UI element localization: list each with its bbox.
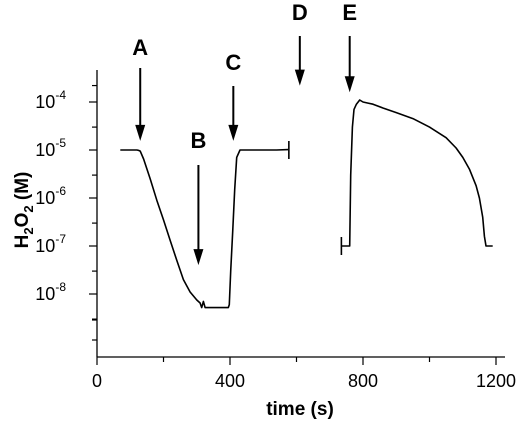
y-tick-label: 10-5 bbox=[35, 136, 66, 160]
event-annotations: A B C D E bbox=[132, 0, 357, 266]
series-1-line bbox=[120, 148, 289, 309]
y-axis-title-o: O bbox=[12, 213, 33, 228]
x-axis-title: time (s) bbox=[266, 399, 334, 420]
x-tick-label: 1200 bbox=[476, 371, 516, 391]
y-axis-title: H2O2 (M) bbox=[12, 172, 36, 249]
event-arrow-head-E bbox=[344, 76, 355, 93]
event-label-E: E bbox=[342, 0, 357, 25]
y-tick-label: 10-7 bbox=[35, 232, 66, 256]
y-axis-title-unit: (M) bbox=[12, 172, 33, 206]
y-axis-ticks: 10-8 10-7 10-6 10-5 10-4 bbox=[35, 84, 97, 341]
y-tick-label: 10-8 bbox=[35, 280, 66, 304]
y-axis-title-sub2: 2 bbox=[21, 205, 36, 212]
x-tick-label: 0 bbox=[92, 371, 102, 391]
x-axis-ticks: 0 400 800 1200 bbox=[92, 357, 516, 391]
event-label-C: C bbox=[225, 50, 241, 75]
event-arrow-head-B bbox=[193, 249, 204, 266]
event-arrow-head-D bbox=[294, 69, 305, 86]
x-tick-label: 400 bbox=[215, 371, 245, 391]
event-arrow-head-C bbox=[228, 124, 239, 141]
event-label-A: A bbox=[132, 35, 148, 60]
data-traces bbox=[120, 99, 493, 309]
event-arrow-head-A bbox=[135, 124, 146, 141]
y-axis-title-sub1: 2 bbox=[21, 227, 36, 234]
series-2-line bbox=[341, 99, 493, 247]
x-tick-label: 800 bbox=[348, 371, 378, 391]
y-axis-title-h: H bbox=[12, 235, 33, 249]
plot-area: 10-8 10-7 10-6 10-5 10-4 0 400 800 1200 A B C D E bbox=[35, 0, 516, 391]
event-label-B: B bbox=[190, 128, 206, 153]
y-tick-label: 10-6 bbox=[35, 184, 66, 208]
event-label-D: D bbox=[292, 0, 308, 25]
y-tick-label: 10-4 bbox=[35, 88, 66, 112]
